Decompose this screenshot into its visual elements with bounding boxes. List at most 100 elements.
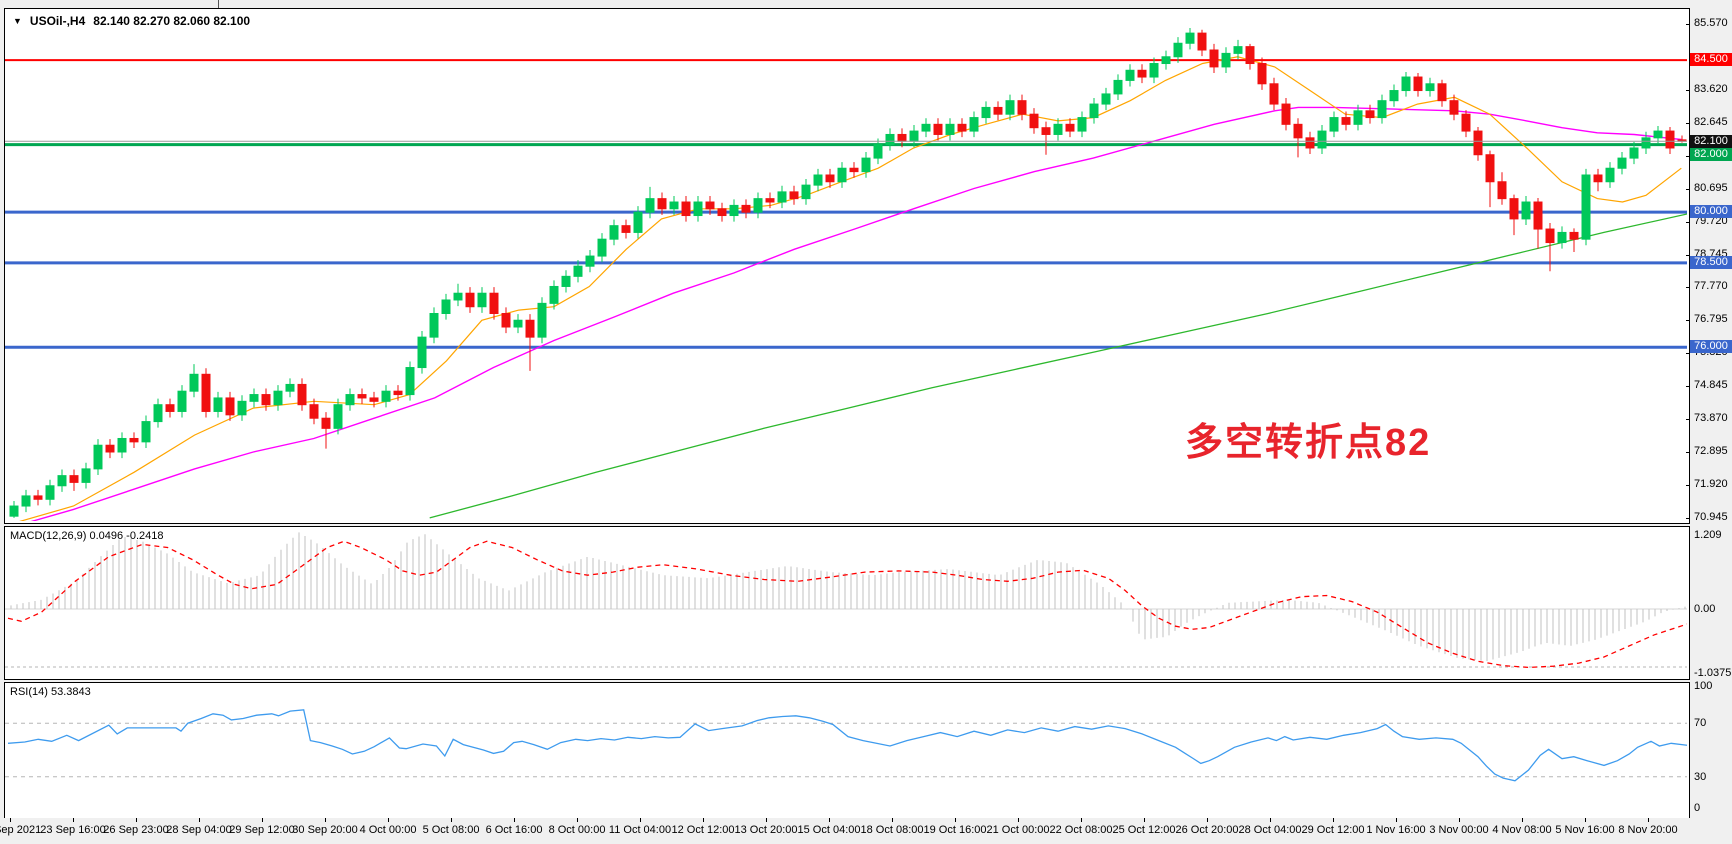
time-label: 12 Oct 12:00 — [671, 824, 735, 836]
time-label: 26 Sep 23:00 — [103, 824, 169, 836]
time-tick-mark — [136, 818, 137, 822]
time-label: 23 Sep 16:00 — [40, 824, 106, 836]
time-label: 8 Oct 00:00 — [548, 824, 606, 836]
chart-text-annotation[interactable]: 多空转折点82 — [1185, 422, 1432, 464]
price-tick-label: 70.945 — [1694, 511, 1728, 523]
time-label: 6 Oct 16:00 — [485, 824, 543, 836]
rsi-indicator-panel[interactable]: RSI(14) 53.3843 — [4, 682, 1690, 820]
price-tick-mark — [1686, 485, 1690, 486]
price-tick-label: 77.770 — [1694, 280, 1728, 292]
time-tick-mark — [1270, 818, 1271, 822]
toolbar-divider — [218, 0, 219, 8]
time-label: 18 Oct 08:00 — [860, 824, 924, 836]
time-tick-mark — [1459, 818, 1460, 822]
price-tick-mark — [1686, 123, 1690, 124]
time-tick-mark — [1522, 818, 1523, 822]
time-tick-mark — [1585, 818, 1586, 822]
time-tick-mark — [1333, 818, 1334, 822]
time-label: 5 Nov 16:00 — [1555, 824, 1615, 836]
price-badge-84.500: 84.500 — [1690, 53, 1732, 66]
time-tick-mark — [325, 818, 326, 822]
time-tick-mark — [262, 818, 263, 822]
time-tick-mark — [829, 818, 830, 822]
time-label: 22 Sep 2021 — [0, 824, 42, 836]
price-badge-82.100: 82.100 — [1690, 135, 1732, 148]
time-label: 13 Oct 20:00 — [734, 824, 798, 836]
price-badge-76.000: 76.000 — [1690, 340, 1732, 353]
window-top-strip — [0, 0, 1732, 8]
time-tick-mark — [577, 818, 578, 822]
rsi-axis-label: 100 — [1694, 680, 1713, 692]
time-tick-mark — [1648, 818, 1649, 822]
price-tick-mark — [1686, 156, 1690, 157]
macd-indicator-panel[interactable]: MACD(12,26,9) 0.0496 -0.2418 — [4, 526, 1690, 680]
price-tick-mark — [1686, 255, 1690, 256]
time-label: 1 Nov 16:00 — [1366, 824, 1426, 836]
price-tick-mark — [1686, 518, 1690, 519]
time-tick-mark — [10, 818, 11, 822]
time-tick-mark — [1144, 818, 1145, 822]
time-tick-mark — [1396, 818, 1397, 822]
rsi-label: RSI(14) 53.3843 — [10, 686, 91, 698]
price-tick-mark — [1686, 24, 1690, 25]
time-label: 21 Oct 00:00 — [986, 824, 1050, 836]
time-label: 5 Oct 08:00 — [422, 824, 480, 836]
price-tick-mark — [1686, 320, 1690, 321]
candlestick-chart-canvas[interactable] — [5, 9, 1687, 521]
price-tick-label: 74.845 — [1694, 379, 1728, 391]
macd-label: MACD(12,26,9) 0.0496 -0.2418 — [10, 530, 164, 542]
time-label: 29 Oct 12:00 — [1301, 824, 1365, 836]
price-tick-label: 80.695 — [1694, 182, 1728, 194]
price-badge-78.500: 78.500 — [1690, 256, 1732, 269]
macd-axis-label: 0.00 — [1694, 603, 1716, 615]
candlestick-series[interactable] — [9, 28, 1687, 518]
price-tick-mark — [1686, 189, 1690, 190]
time-tick-mark — [514, 818, 515, 822]
price-tick-mark — [1686, 90, 1690, 91]
price-tick-label: 76.795 — [1694, 313, 1728, 325]
time-label: 28 Oct 04:00 — [1238, 824, 1302, 836]
price-tick-label: 83.620 — [1694, 83, 1728, 95]
rsi-axis-label: 30 — [1694, 771, 1707, 783]
time-label: 11 Oct 04:00 — [608, 824, 672, 836]
price-tick-label: 82.645 — [1694, 116, 1728, 128]
chart-dropdown-arrow-icon[interactable]: ▼ — [13, 16, 22, 26]
time-label: 28 Sep 04:00 — [166, 824, 232, 836]
price-tick-label: 85.570 — [1694, 17, 1728, 29]
time-label: 19 Oct 16:00 — [923, 824, 987, 836]
time-tick-mark — [703, 818, 704, 822]
time-label: 22 Oct 08:00 — [1049, 824, 1113, 836]
price-badge-80.000: 80.000 — [1690, 205, 1732, 218]
rsi-axis-label: 70 — [1694, 717, 1707, 729]
time-tick-mark — [451, 818, 452, 822]
price-scale[interactable]: 85.57083.62082.64581.67080.69579.72078.7… — [1686, 8, 1732, 818]
ohlc-values: 82.140 82.270 82.060 82.100 — [93, 14, 251, 28]
time-tick-mark — [199, 818, 200, 822]
macd-canvas[interactable] — [5, 527, 1687, 677]
macd-histogram — [10, 532, 1686, 662]
price-tick-mark — [1686, 452, 1690, 453]
time-tick-mark — [640, 818, 641, 822]
time-label: 29 Sep 12:00 — [229, 824, 295, 836]
time-tick-mark — [388, 818, 389, 822]
symbol-period-label: USOil-,H4 — [29, 14, 86, 28]
main-chart-panel[interactable]: ▼ USOil-,H4 82.140 82.270 82.060 82.100 … — [4, 8, 1690, 524]
time-tick-mark — [1207, 818, 1208, 822]
rsi-axis-label: 0 — [1694, 802, 1701, 814]
price-tick-mark — [1686, 353, 1690, 354]
price-tick-mark — [1686, 287, 1690, 288]
time-tick-mark — [1081, 818, 1082, 822]
price-tick-mark — [1686, 386, 1690, 387]
price-tick-mark — [1686, 222, 1690, 223]
macd-axis-label: 1.209 — [1694, 529, 1722, 541]
rsi-canvas[interactable] — [5, 683, 1687, 817]
price-tick-mark — [1686, 419, 1690, 420]
time-label: 4 Nov 08:00 — [1492, 824, 1552, 836]
time-label: 25 Oct 12:00 — [1112, 824, 1176, 836]
time-tick-mark — [766, 818, 767, 822]
price-badge-82.000: 82.000 — [1690, 148, 1732, 161]
time-label: 26 Oct 20:00 — [1175, 824, 1239, 836]
price-tick-label: 71.920 — [1694, 478, 1728, 490]
